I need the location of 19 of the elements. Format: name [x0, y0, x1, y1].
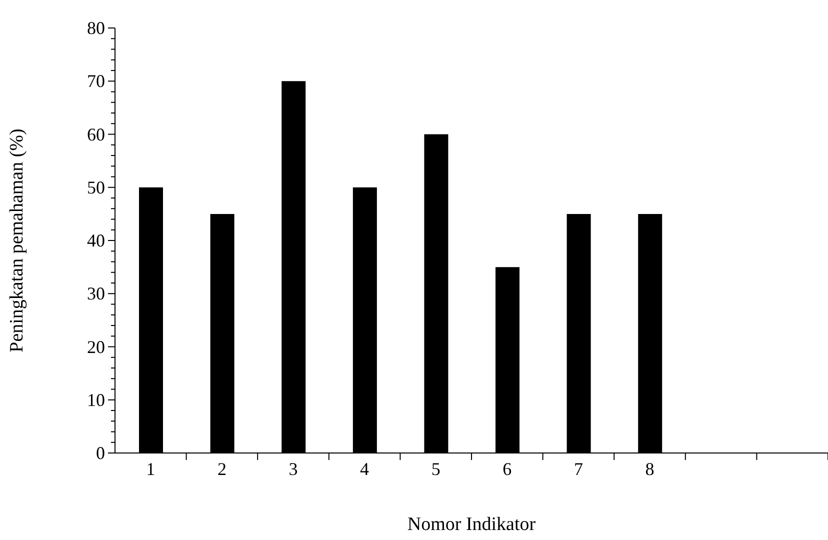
- y-tick-label: 40: [87, 230, 105, 250]
- y-tick-label: 60: [87, 124, 105, 144]
- x-tick-label: 2: [217, 459, 226, 479]
- y-tick-label: 80: [87, 18, 105, 38]
- x-tick-label: 6: [502, 459, 512, 479]
- y-tick-label: 70: [87, 71, 105, 92]
- y-tick-label: 0: [96, 443, 105, 463]
- y-tick-label: 20: [87, 336, 105, 357]
- x-tick-label: 1: [146, 459, 156, 479]
- x-tick-label: 5: [431, 459, 440, 479]
- x-tick-label: 8: [645, 459, 654, 479]
- y-axis-title: Peningkatan pemahaman (%): [6, 128, 28, 352]
- x-tick-label: 4: [360, 459, 370, 479]
- y-tick-label: 30: [87, 284, 105, 304]
- x-axis-title: Nomor Indikator: [407, 514, 536, 535]
- y-tick-label: 10: [87, 390, 105, 410]
- y-tick-label: 50: [87, 177, 105, 198]
- x-tick-label: 3: [288, 459, 298, 479]
- x-tick-label: 7: [574, 459, 583, 479]
